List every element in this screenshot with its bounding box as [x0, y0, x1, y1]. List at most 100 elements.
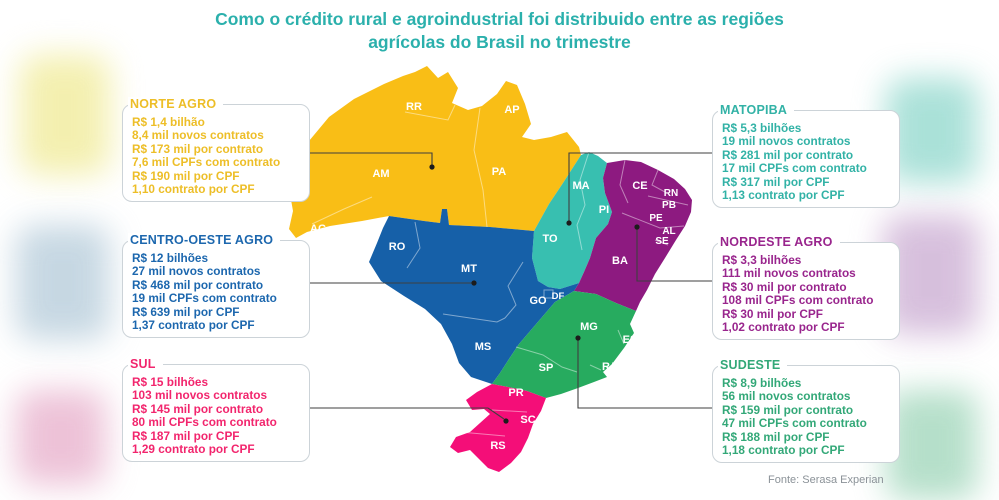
stat-line: 7,6 mil CPFs com contrato	[132, 155, 281, 170]
stat-line: R$ 30 mil por contrato	[722, 279, 847, 294]
connector-matopiba	[568, 152, 712, 221]
region-title-matopiba: MATOPIBA	[718, 103, 795, 117]
state-label-AP: AP	[504, 104, 519, 116]
source-credit: Fonte: Serasa Experian	[768, 474, 884, 486]
state-label-MS: MS	[475, 341, 492, 353]
stat-line: R$ 281 mil por contrato	[722, 147, 854, 162]
state-borders	[311, 104, 689, 437]
callout-sudeste: SUDESTE R$ 8,9 bilhões 56 mil novos cont…	[712, 358, 900, 464]
stat-line: R$ 173 mil por contrato	[132, 141, 264, 156]
state-label-SP: SP	[539, 362, 554, 374]
callout-norte-agro: NORTE AGRO R$ 1,4 bilhão 8,4 mil novos c…	[122, 97, 310, 203]
dot-sul	[503, 418, 509, 424]
stat-line: 27 mil novos contratos	[132, 264, 261, 279]
stat-line: R$ 3,3 bilhões	[722, 253, 802, 267]
callout-nordeste: NORDESTE AGRO R$ 3,3 bilhões 111 mil nov…	[712, 235, 900, 341]
state-label-RJ: RJ	[602, 361, 616, 373]
connector-norte	[310, 152, 433, 165]
stat-line: R$ 317 mil por CPF	[722, 174, 830, 189]
stat-line: 1,29 contrato por CPF	[132, 442, 255, 457]
stat-line: 80 mil CPFs com contrato	[132, 415, 277, 430]
stat-line: R$ 15 bilhões	[132, 375, 209, 389]
stat-line: 1,02 contrato por CPF	[722, 320, 845, 335]
stat-line: R$ 145 mil por contrato	[132, 401, 264, 416]
region-title-norte: NORTE AGRO	[128, 97, 224, 111]
stat-line: 1,18 contrato por CPF	[722, 443, 845, 458]
stat-line: 17 mil CPFs com contrato	[722, 161, 867, 176]
state-label-MA: MA	[572, 180, 589, 192]
stat-line: 19 mil CPFs com contrato	[132, 291, 277, 306]
connector-lines	[310, 152, 712, 420]
background-blob-pink	[16, 390, 106, 485]
callout-box-sudeste: SUDESTE R$ 8,9 bilhões 56 mil novos cont…	[712, 358, 900, 464]
callout-centro-oeste: CENTRO-OESTE AGRO R$ 12 bilhões 27 mil n…	[122, 233, 310, 339]
stat-line: 1,10 contrato por CPF	[132, 182, 255, 197]
dot-sudeste	[575, 335, 581, 341]
map-region-norte[interactable]	[289, 66, 581, 238]
map-region-sudeste[interactable]	[492, 291, 636, 398]
state-label-PB: PB	[662, 200, 676, 211]
stat-line: 1,13 contrato por CPF	[722, 188, 845, 203]
stat-line: R$ 5,3 bilhões	[722, 121, 802, 135]
state-label-MT: MT	[461, 263, 477, 275]
state-label-PI: PI	[599, 204, 609, 216]
connector-dots	[429, 164, 640, 424]
state-label-DF: DF	[552, 291, 565, 302]
dot-matopiba	[566, 220, 572, 226]
page-title: Como o crédito rural e agroindustrial fo…	[0, 8, 999, 54]
connector-sudeste	[577, 340, 712, 409]
callout-box-matopiba: MATOPIBA R$ 5,3 bilhões 19 mil novos con…	[712, 103, 900, 209]
stat-line: 111 mil novos contratos	[722, 266, 856, 281]
dot-nordeste	[634, 224, 640, 230]
background-blob-blue	[16, 225, 110, 340]
state-label-MG: MG	[580, 321, 598, 333]
map-region-sul[interactable]	[450, 384, 546, 472]
state-label-PR: PR	[508, 387, 523, 399]
region-title-sul: SUL	[128, 357, 163, 371]
state-label-BA: BA	[612, 255, 628, 267]
state-label-SC: SC	[520, 414, 535, 426]
stat-line: 56 mil novos contratos	[722, 389, 851, 404]
map-region-centro-oeste[interactable]	[369, 209, 579, 384]
stat-line: 47 mil CPFs com contrato	[722, 416, 867, 431]
stat-line: 108 mil CPFs com contrato	[722, 293, 874, 308]
state-label-SE: SE	[655, 236, 669, 247]
stat-line: R$ 12 bilhões	[132, 251, 209, 265]
callout-box-norte: NORTE AGRO R$ 1,4 bilhão 8,4 mil novos c…	[122, 97, 310, 203]
state-labels: RR AP AM PA AC RO MT MS GO DF TO MA PI C…	[310, 101, 678, 452]
stat-line: 1,37 contrato por CPF	[132, 318, 255, 333]
region-title-sudeste: SUDESTE	[718, 358, 788, 372]
stat-line: 19 mil novos contratos	[722, 134, 851, 149]
connector-sul	[310, 407, 505, 420]
stat-line: R$ 8,9 bilhões	[722, 376, 802, 390]
background-blob-green	[886, 390, 978, 500]
stat-line: 8,4 mil novos contratos	[132, 128, 264, 143]
stat-line: 103 mil novos contratos	[132, 388, 268, 403]
stat-line: R$ 468 mil por contrato	[132, 277, 264, 292]
stat-line: R$ 1,4 bilhão	[132, 115, 205, 129]
callout-box-sul: SUL R$ 15 bilhões 103 mil novos contrato…	[122, 357, 310, 463]
state-label-RO: RO	[389, 241, 406, 253]
state-label-GO: GO	[529, 295, 547, 307]
map-region-nordeste[interactable]	[574, 160, 692, 311]
stat-line: R$ 30 mil por CPF	[722, 306, 823, 321]
callout-box-centro-oeste: CENTRO-OESTE AGRO R$ 12 bilhões 27 mil n…	[122, 233, 310, 339]
background-blob-teal	[886, 78, 978, 183]
state-label-AL: AL	[662, 226, 675, 237]
state-label-RN: RN	[664, 188, 678, 199]
state-label-ES: ES	[623, 334, 638, 346]
stat-line: R$ 159 mil por contrato	[722, 402, 854, 417]
state-label-AM: AM	[372, 168, 389, 180]
callout-box-nordeste: NORDESTE AGRO R$ 3,3 bilhões 111 mil nov…	[712, 235, 900, 341]
connector-nordeste	[636, 229, 712, 282]
state-label-TO: TO	[542, 233, 558, 245]
region-title-centro-oeste: CENTRO-OESTE AGRO	[128, 233, 281, 247]
state-label-CE: CE	[632, 180, 647, 192]
state-label-RR: RR	[406, 101, 422, 113]
map-region-matopiba[interactable]	[532, 152, 612, 289]
state-label-RS: RS	[490, 440, 505, 452]
stat-line: R$ 188 mil por CPF	[722, 429, 830, 444]
callout-matopiba: MATOPIBA R$ 5,3 bilhões 19 mil novos con…	[712, 103, 900, 209]
